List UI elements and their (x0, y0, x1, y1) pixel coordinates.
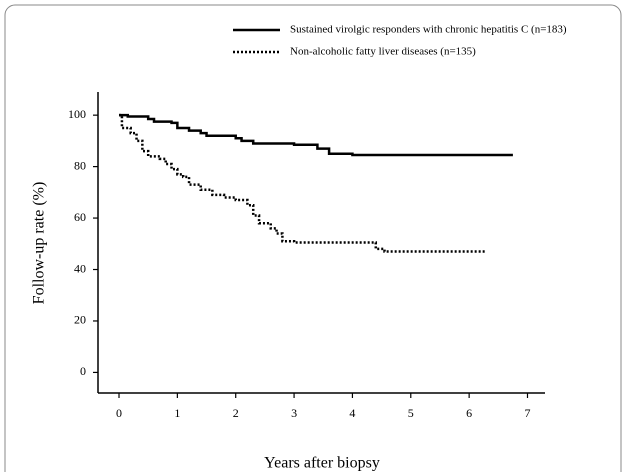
x-tick-label: 4 (349, 406, 355, 420)
x-tick-label: 6 (466, 406, 472, 420)
y-tick-label: 40 (74, 261, 86, 275)
legend-label: Sustained virolgic responders with chron… (290, 24, 567, 36)
y-tick-label: 0 (80, 364, 86, 378)
y-tick-label: 100 (68, 107, 86, 121)
y-tick-label: 20 (74, 313, 86, 327)
y-tick-label: 80 (74, 158, 86, 172)
x-tick-label: 2 (233, 406, 239, 420)
survival-curve (119, 113, 513, 157)
x-tick-label: 7 (524, 406, 530, 420)
y-axis-title: Follow-up rate (%) (31, 182, 48, 305)
x-tick-label: 5 (408, 406, 414, 420)
legend-label: Non-alcoholic fatty liver diseases (n=13… (290, 46, 476, 58)
x-tick-label: 3 (291, 406, 297, 420)
survival-curve (119, 113, 487, 253)
x-axis-title: Years after biopsy (264, 455, 380, 472)
x-tick-label: 0 (116, 406, 122, 420)
y-tick-label: 60 (74, 210, 86, 224)
x-tick-label: 1 (174, 406, 180, 420)
frame (4, 4, 622, 472)
